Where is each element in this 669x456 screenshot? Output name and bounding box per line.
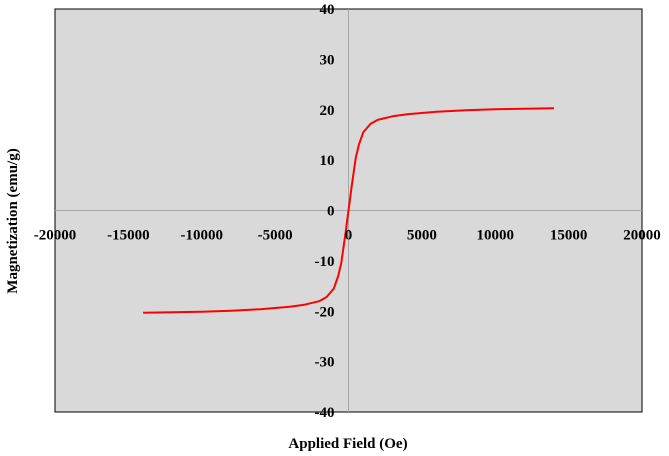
x-tick-label: 10000: [477, 228, 515, 244]
x-tick-label: 0: [345, 228, 353, 244]
x-tick-label: -10000: [181, 228, 224, 244]
y-tick-label: 40: [320, 2, 335, 18]
x-tick-label: 20000: [623, 228, 661, 244]
x-tick-label: 5000: [407, 228, 437, 244]
y-tick-label: 20: [320, 103, 335, 119]
x-tick-label: -15000: [107, 228, 150, 244]
x-tick-label: -20000: [34, 228, 77, 244]
y-tick-label: -20: [315, 304, 335, 320]
x-tick-label: -5000: [258, 228, 293, 244]
y-tick-label: -10: [315, 254, 335, 270]
y-tick-label: -30: [315, 355, 335, 371]
y-tick-label: 0: [327, 204, 335, 220]
curves: [143, 107, 555, 314]
magnetization-curve: [143, 107, 555, 314]
x-tick-label: 15000: [550, 228, 588, 244]
y-tick-label: -40: [315, 405, 335, 421]
x-axis-title: Applied Field (Oe): [288, 436, 407, 452]
y-tick-labels: 40 30 20 10 0 -10 -20 -30 -40: [315, 2, 335, 421]
y-axis-title: Magnetization (emu/g): [5, 148, 21, 293]
y-tick-label: 10: [320, 153, 335, 169]
x-tick-labels: -20000 -15000 -10000 -5000 0 5000 10000 15000 20…: [34, 228, 661, 244]
y-tick-label: 30: [320, 52, 335, 68]
